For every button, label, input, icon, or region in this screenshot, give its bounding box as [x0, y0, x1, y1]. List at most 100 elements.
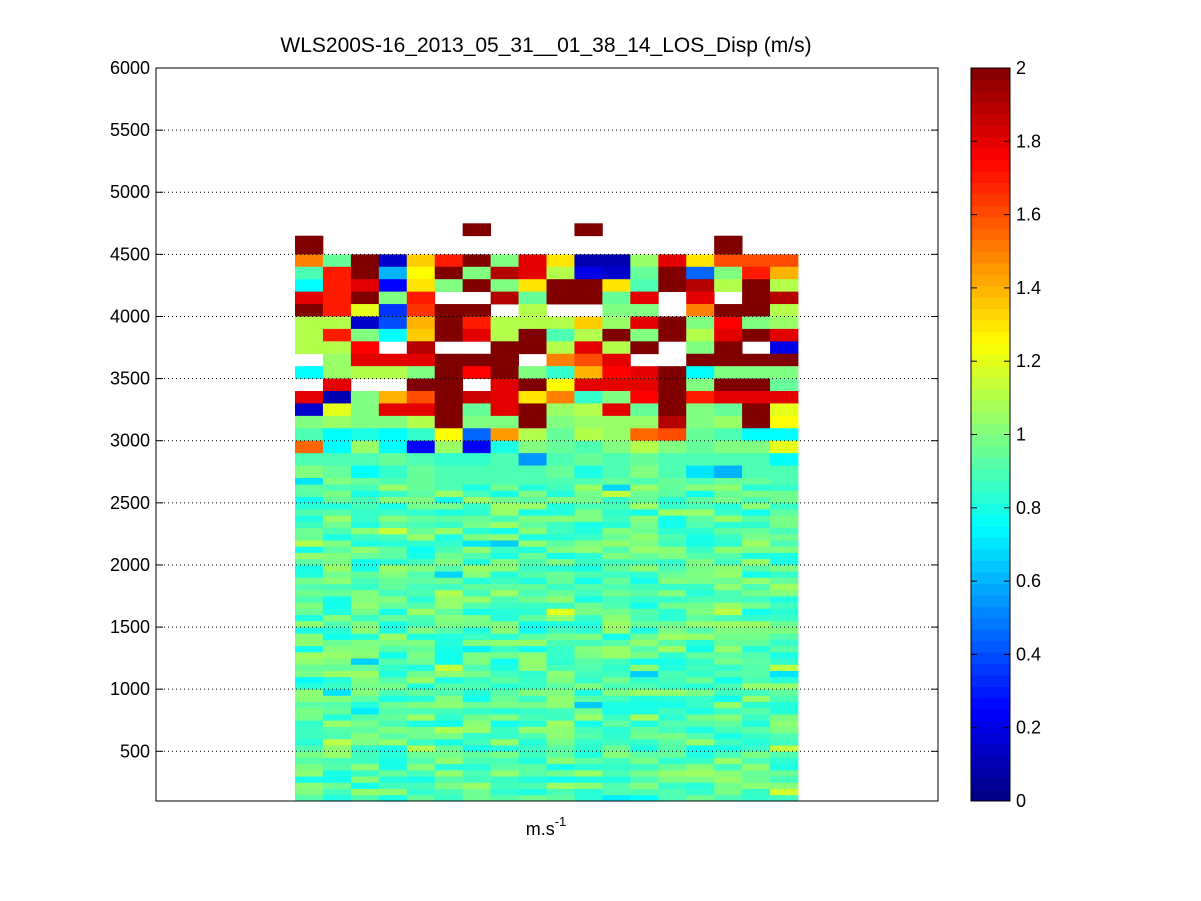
heatmap-cell: [546, 378, 575, 392]
heatmap-cell: [742, 596, 771, 603]
heatmap-cell: [295, 682, 324, 690]
heatmap-cell: [714, 391, 743, 404]
heatmap-cell: [434, 751, 464, 758]
heatmap-cell: [295, 558, 324, 566]
heatmap-cell: [462, 633, 492, 640]
heatmap-cell: [434, 763, 464, 771]
heatmap-cell: [350, 540, 380, 547]
heatmap-cell: [378, 484, 408, 491]
heatmap-cell: [518, 633, 547, 640]
heatmap-cell: [350, 794, 380, 802]
heatmap-cell: [630, 776, 659, 783]
heatmap-cell: [770, 266, 799, 280]
heatmap-cell: [714, 583, 743, 591]
heatmap-cell: [322, 403, 352, 417]
heatmap-cell: [518, 614, 547, 622]
colorbar-step: [971, 560, 1010, 573]
heatmap-cell: [295, 738, 324, 746]
heatmap-cell: [518, 378, 547, 392]
heatmap-cell: [322, 745, 352, 752]
heatmap-cell: [378, 291, 408, 305]
heatmap-cell: [574, 763, 603, 771]
heatmap-cell: [350, 291, 380, 305]
heatmap-cell: [434, 682, 464, 690]
heatmap-cell: [490, 316, 519, 330]
heatmap-cell: [350, 415, 380, 429]
heatmap-cell: [406, 658, 436, 665]
heatmap-cell: [714, 564, 743, 572]
heatmap-cell: [546, 714, 575, 721]
heatmap-cell: [434, 533, 464, 541]
heatmap-cell: [434, 353, 464, 367]
heatmap-cell: [546, 745, 575, 752]
heatmap-cell: [686, 366, 715, 379]
heatmap-cell: [574, 695, 603, 703]
heatmap-cell: [350, 391, 380, 404]
heatmap-cell: [378, 695, 408, 703]
heatmap-cell: [434, 701, 464, 709]
heatmap-cell: [322, 527, 352, 535]
colorbar-step: [971, 652, 1010, 665]
heatmap-cell: [295, 732, 324, 740]
heatmap-cell: [602, 558, 631, 566]
heatmap-cell: [742, 254, 771, 268]
heatmap-cell: [770, 254, 799, 268]
heatmap-cell: [770, 608, 799, 616]
heatmap-cell: [406, 732, 436, 740]
heatmap-cell: [378, 658, 408, 665]
heatmap-cell: [490, 509, 519, 516]
heatmap-cell: [714, 266, 743, 280]
heatmap-cell: [714, 689, 743, 696]
y-tick-label: 500: [120, 741, 150, 761]
heatmap-cell: [322, 620, 352, 628]
heatmap-cell: [350, 602, 380, 609]
heatmap-cell: [406, 341, 436, 355]
heatmap-cell: [406, 707, 436, 715]
heatmap-cell: [546, 453, 575, 466]
heatmap-cell: [630, 763, 659, 771]
heatmap-cell: [462, 689, 492, 696]
heatmap-cell: [322, 266, 352, 280]
heatmap-cell: [406, 670, 436, 678]
heatmap-cell: [434, 558, 464, 566]
heatmap-cell: [462, 620, 492, 628]
heatmap-cell: [434, 794, 464, 802]
heatmap-cell: [630, 726, 659, 734]
heatmap-cell: [630, 453, 659, 466]
heatmap-cell: [546, 776, 575, 783]
heatmap-cell: [378, 465, 408, 479]
heatmap-cell: [434, 602, 464, 609]
heatmap-cell: [462, 596, 492, 603]
heatmap-cell: [574, 670, 603, 678]
colorbar-step: [971, 640, 1010, 653]
heatmap-cell: [658, 794, 687, 802]
colorbar-step: [971, 377, 1010, 390]
heatmap-cell: [714, 235, 743, 255]
heatmap-cell: [770, 496, 799, 504]
heatmap-cell: [630, 490, 659, 498]
heatmap-cell: [714, 521, 743, 529]
colorbar-step: [971, 102, 1010, 115]
heatmap-cell: [742, 658, 771, 665]
heatmap-cell: [546, 353, 575, 367]
colorbar-step: [971, 216, 1010, 229]
heatmap-cell: [434, 378, 464, 392]
heatmap-cell: [295, 403, 324, 417]
heatmap-cell: [574, 266, 603, 280]
heatmap-cell: [462, 509, 492, 516]
heatmap-cell: [742, 558, 771, 566]
heatmap-cell: [630, 676, 659, 684]
heatmap-cell: [434, 788, 464, 796]
heatmap-cell: [574, 614, 603, 622]
heatmap-cell: [322, 658, 352, 665]
colorbar-tick-label: 0.8: [1016, 498, 1041, 518]
heatmap-cell: [350, 366, 380, 379]
heatmap-cell: [742, 745, 771, 752]
heatmap-cell: [434, 328, 464, 342]
heatmap-cell: [770, 627, 799, 634]
heatmap-cell: [406, 428, 436, 442]
x-axis-label-base: m.s: [526, 819, 555, 839]
heatmap-cell: [462, 366, 492, 379]
heatmap-cell: [462, 745, 492, 752]
heatmap-cell: [714, 484, 743, 491]
